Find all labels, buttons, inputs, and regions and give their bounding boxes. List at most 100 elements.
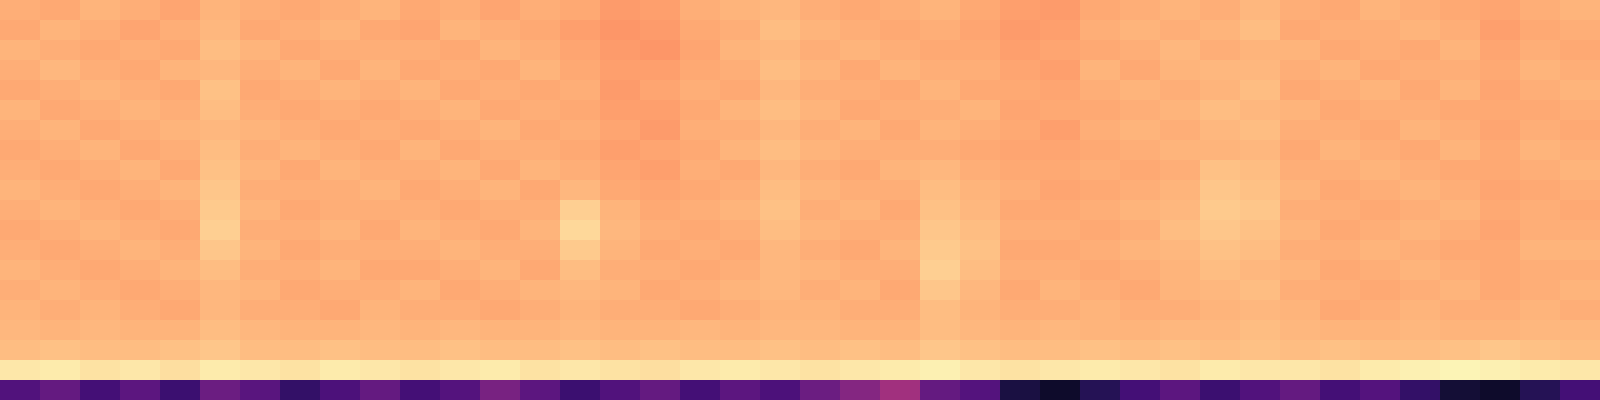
heatmap-cell — [120, 240, 161, 261]
heatmap-cell — [760, 120, 801, 141]
heatmap-cell — [880, 80, 921, 101]
heatmap-cell — [520, 100, 561, 121]
heatmap-cell — [1200, 340, 1241, 361]
heatmap-cell — [1240, 280, 1281, 301]
heatmap-cell — [1440, 140, 1481, 161]
heatmap-cell — [760, 220, 801, 241]
heatmap-cell — [1120, 260, 1161, 281]
heatmap-cell — [1560, 160, 1600, 181]
heatmap-cell — [520, 40, 561, 61]
heatmap-cell — [1280, 320, 1321, 341]
heatmap-cell — [1200, 300, 1241, 321]
heatmap-cell — [680, 120, 721, 141]
heatmap-cell — [1320, 280, 1361, 301]
heatmap-cell — [1520, 180, 1561, 201]
heatmap-cell — [360, 160, 401, 181]
heatmap-cell — [640, 260, 681, 281]
heatmap-cell — [1480, 180, 1521, 201]
heatmap-cell — [80, 140, 121, 161]
heatmap-cell — [840, 40, 881, 61]
heatmap-cell — [1440, 180, 1481, 201]
heatmap-cell — [1360, 260, 1401, 281]
heatmap-cell — [1480, 360, 1521, 381]
heatmap-cell — [1200, 100, 1241, 121]
heatmap-cell — [320, 260, 361, 281]
heatmap-cell — [1200, 40, 1241, 61]
heatmap-cell — [600, 60, 641, 81]
heatmap-cell — [1320, 320, 1361, 341]
heatmap-cell — [120, 380, 161, 400]
heatmap-cell — [1000, 160, 1041, 181]
heatmap-cell — [360, 100, 401, 121]
heatmap-cell — [720, 260, 761, 281]
heatmap-cell — [1120, 0, 1161, 21]
heatmap-cell — [120, 280, 161, 301]
heatmap-cell — [600, 340, 641, 361]
heatmap-cell — [880, 260, 921, 281]
heatmap-cell — [1000, 40, 1041, 61]
heatmap-cell — [1000, 140, 1041, 161]
heatmap-cell — [1160, 0, 1201, 21]
heatmap-cell — [320, 60, 361, 81]
heatmap-cell — [1240, 140, 1281, 161]
heatmap-cell — [960, 220, 1001, 241]
heatmap-cell — [280, 260, 321, 281]
heatmap-cell — [1360, 180, 1401, 201]
heatmap-cell — [1080, 260, 1121, 281]
heatmap-cell — [520, 80, 561, 101]
heatmap-cell — [1440, 0, 1481, 21]
heatmap-cell — [1200, 0, 1241, 21]
heatmap-cell — [800, 120, 841, 141]
heatmap-cell — [40, 160, 81, 181]
heatmap-cell — [200, 100, 241, 121]
heatmap-cell — [1200, 200, 1241, 221]
heatmap-cell — [960, 200, 1001, 221]
heatmap-cell — [120, 320, 161, 341]
heatmap-cell — [400, 200, 441, 221]
heatmap-cell — [560, 120, 601, 141]
heatmap-cell — [760, 40, 801, 61]
heatmap-cell — [240, 60, 281, 81]
heatmap-cell — [320, 320, 361, 341]
heatmap-cell — [0, 40, 41, 61]
heatmap-cell — [1240, 240, 1281, 261]
heatmap-cell — [1120, 60, 1161, 81]
heatmap-cell — [1080, 380, 1121, 400]
heatmap-cell — [720, 220, 761, 241]
heatmap-cell — [1560, 40, 1600, 61]
heatmap-cell — [120, 100, 161, 121]
heatmap-cell — [1440, 340, 1481, 361]
heatmap-cell — [640, 160, 681, 181]
heatmap-cell — [400, 320, 441, 341]
heatmap-cell — [800, 240, 841, 261]
heatmap-cell — [840, 280, 881, 301]
heatmap-cell — [1480, 60, 1521, 81]
heatmap-cell — [0, 220, 41, 241]
heatmap-cell — [560, 380, 601, 400]
heatmap-cell — [80, 180, 121, 201]
heatmap-cell — [1280, 40, 1321, 61]
heatmap-cell — [840, 60, 881, 81]
heatmap-cell — [1160, 80, 1201, 101]
heatmap-cell — [520, 160, 561, 181]
heatmap-cell — [280, 240, 321, 261]
heatmap-cell — [200, 200, 241, 221]
heatmap-cell — [240, 300, 281, 321]
heatmap-cell — [1120, 320, 1161, 341]
heatmap-cell — [600, 100, 641, 121]
heatmap-cell — [560, 360, 601, 381]
heatmap-cell — [80, 60, 121, 81]
heatmap-cell — [960, 160, 1001, 181]
heatmap-cell — [1320, 20, 1361, 41]
heatmap-cell — [1400, 40, 1441, 61]
heatmap-cell — [1040, 320, 1081, 341]
heatmap-cell — [840, 160, 881, 181]
heatmap-cell — [560, 280, 601, 301]
heatmap-cell — [280, 20, 321, 41]
heatmap-cell — [440, 260, 481, 281]
heatmap-cell — [1320, 140, 1361, 161]
heatmap-cell — [600, 380, 641, 400]
heatmap-cell — [1480, 380, 1521, 400]
heatmap-cell — [1440, 60, 1481, 81]
heatmap-cell — [160, 80, 201, 101]
